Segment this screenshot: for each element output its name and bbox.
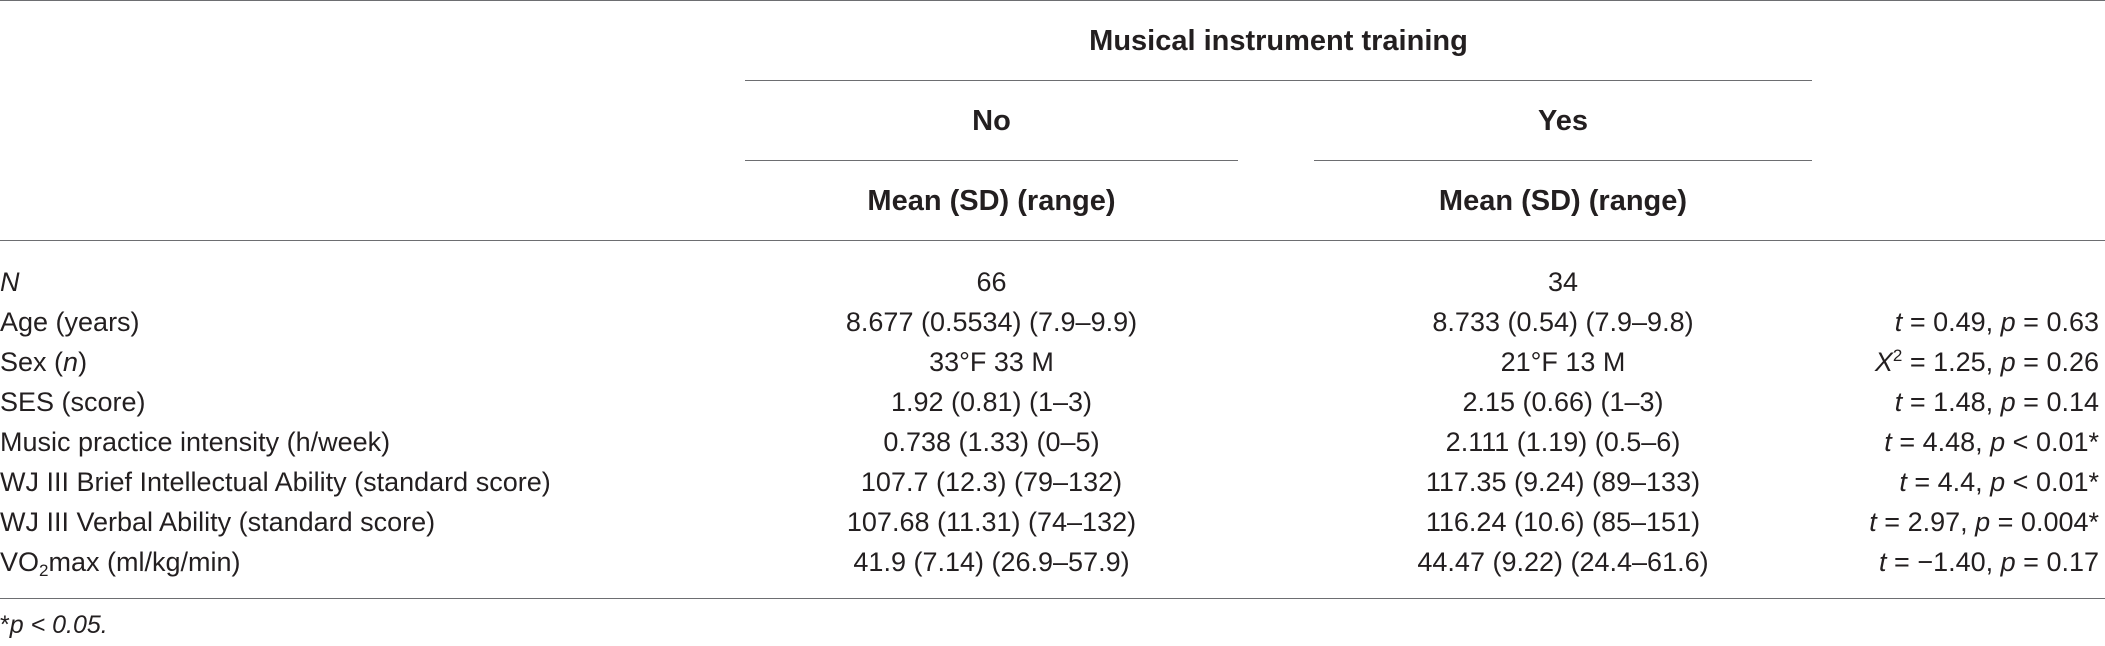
table-top-rule	[0, 0, 2105, 1]
column-no-rule	[745, 160, 1238, 161]
column-yes-rule	[1314, 160, 1812, 161]
cell-no: 0.738 (1.33) (0–5)	[883, 427, 1100, 457]
row-label: Sex (n)	[0, 347, 88, 377]
cell-stat: t = 0.49, p = 0.63	[1894, 307, 2099, 337]
cell-stat: t = 2.97, p = 0.004*	[1869, 507, 2099, 537]
group-title-rule	[745, 80, 1812, 81]
table-row: WJ III Verbal Ability (standard score) 1…	[0, 502, 2105, 542]
table-bottom-rule	[0, 598, 2105, 599]
cell-no: 107.7 (12.3) (79–132)	[860, 467, 1123, 497]
cell-yes: 2.111 (1.19) (0.5–6)	[1445, 427, 1681, 457]
cell-stat: X2 = 1.25, p = 0.26	[1874, 346, 2099, 377]
table-row: Age (years) 8.677 (0.5534) (7.9–9.9) 8.7…	[0, 302, 2105, 342]
cell-no: 41.9 (7.14) (26.9–57.9)	[853, 547, 1130, 577]
subheader-yes: Mean (SD) (range)	[1438, 185, 1688, 217]
row-label: SES (score)	[0, 387, 146, 417]
cell-no: 8.677 (0.5534) (7.9–9.9)	[845, 307, 1138, 337]
cell-yes: 117.35 (9.24) (89–133)	[1425, 467, 1701, 497]
cell-stat: t = 1.48, p = 0.14	[1894, 387, 2099, 417]
table-row: WJ III Brief Intellectual Ability (stand…	[0, 462, 2105, 502]
cell-stat: t = −1.40, p = 0.17	[1879, 547, 2099, 577]
cell-yes: 2.15 (0.66) (1–3)	[1462, 387, 1664, 417]
row-label: WJ III Brief Intellectual Ability (stand…	[0, 467, 551, 497]
table-footnote: *p < 0.05.	[0, 611, 108, 639]
column-header-yes: Yes	[1538, 105, 1588, 137]
table-row: VO2max (ml/kg/min) 41.9 (7.14) (26.9–57.…	[0, 542, 2105, 582]
header-bottom-rule	[0, 240, 2105, 241]
cell-no: 107.68 (11.31) (74–132)	[846, 507, 1137, 537]
column-header-no: No	[972, 105, 1011, 137]
table-row: Sex (n) 33°F 33 M 21°F 13 M X2 = 1.25, p…	[0, 342, 2105, 382]
row-label: WJ III Verbal Ability (standard score)	[0, 507, 436, 537]
row-label: VO2max (ml/kg/min)	[0, 547, 241, 580]
row-label: Music practice intensity (h/week)	[0, 427, 391, 457]
group-title: Musical instrument training	[1089, 25, 1468, 57]
cell-yes: 44.47 (9.22) (24.4–61.6)	[1417, 547, 1709, 577]
subheader-no: Mean (SD) (range)	[867, 185, 1116, 217]
cell-no: 33°F 33 M	[929, 347, 1054, 377]
cell-yes: 34	[1547, 267, 1579, 297]
table-row: Music practice intensity (h/week) 0.738 …	[0, 422, 2105, 462]
cell-yes: 8.733 (0.54) (7.9–9.8)	[1432, 307, 1694, 337]
cell-no: 66	[976, 267, 1007, 297]
cell-stat: t = 4.4, p < 0.01*	[1899, 467, 2099, 497]
row-label: Age (years)	[0, 307, 140, 337]
row-label: N	[0, 267, 20, 297]
cell-yes: 116.24 (10.6) (85–151)	[1425, 507, 1701, 537]
table-row: SES (score) 1.92 (0.81) (1–3) 2.15 (0.66…	[0, 382, 2105, 422]
cell-no: 1.92 (0.81) (1–3)	[890, 387, 1093, 417]
table-row: N 66 34	[0, 262, 2105, 302]
cell-stat: t = 4.48, p < 0.01*	[1884, 427, 2099, 457]
cell-yes: 21°F 13 M	[1500, 347, 1626, 377]
